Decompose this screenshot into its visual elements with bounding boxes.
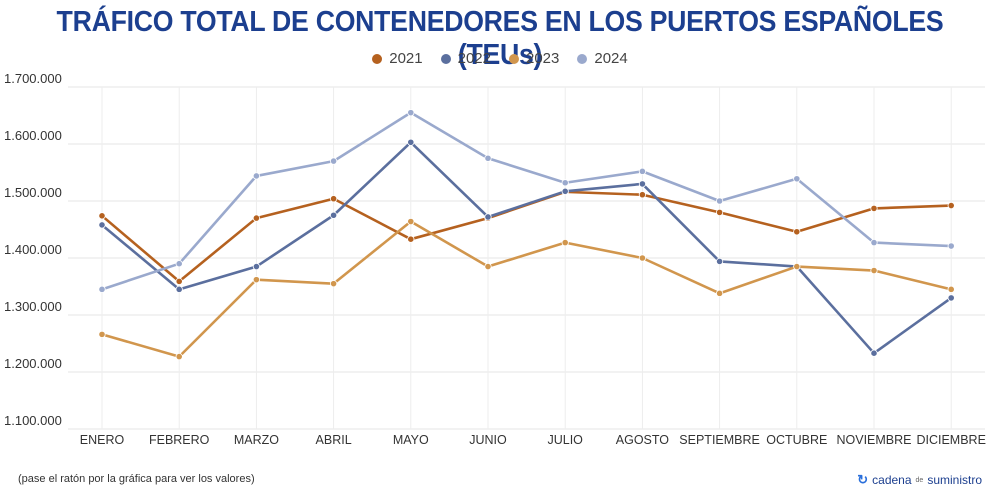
- x-tick-label: MAYO: [393, 433, 429, 447]
- data-point-2022: [175, 285, 183, 293]
- brand-icon: ↻: [857, 472, 869, 487]
- legend-item-2024[interactable]: 2024: [577, 50, 628, 67]
- data-point-2023: [870, 266, 878, 275]
- y-tick-label: 1.300.000: [4, 299, 62, 314]
- data-point-2023: [407, 217, 415, 226]
- legend-item-2021[interactable]: 2021: [372, 50, 423, 67]
- data-point-2024: [793, 175, 801, 183]
- data-point-2023: [484, 262, 492, 271]
- data-point-2024: [175, 260, 183, 268]
- x-tick-label: JUNIO: [469, 433, 507, 447]
- data-point-2023: [175, 353, 183, 361]
- data-point-2022: [870, 349, 878, 357]
- data-point-2022: [252, 262, 260, 271]
- data-point-2021: [715, 208, 724, 216]
- data-point-2021: [98, 212, 106, 220]
- x-tick-label: ABRIL: [316, 433, 352, 447]
- y-tick-label: 1.500.000: [4, 185, 62, 200]
- legend-dot-2021: [372, 53, 383, 64]
- data-point-2023: [715, 289, 724, 297]
- data-point-2023: [561, 239, 569, 247]
- data-point-2024: [870, 239, 878, 247]
- data-point-2024: [715, 197, 724, 205]
- hover-hint: (pase el ratón por la gráfica para ver l…: [18, 473, 255, 485]
- y-tick-label: 1.700.000: [4, 71, 62, 86]
- data-point-2024: [484, 154, 492, 162]
- data-point-2021: [407, 235, 415, 243]
- legend-label-2022: 2022: [457, 50, 491, 67]
- data-point-2024: [638, 167, 647, 175]
- x-tick-label: OCTUBRE: [766, 433, 827, 447]
- data-point-2022: [947, 294, 955, 302]
- legend-label-2023: 2023: [526, 50, 560, 67]
- series-line-2023: [100, 220, 953, 358]
- data-point-2023: [252, 276, 260, 284]
- legend-dot-2024: [577, 53, 588, 64]
- data-point-2024: [561, 179, 569, 187]
- data-point-2022: [638, 180, 647, 188]
- legend-label-2024: 2024: [594, 50, 628, 67]
- data-point-2022: [329, 211, 338, 219]
- data-point-2021: [175, 277, 183, 285]
- data-point-2024: [947, 242, 955, 250]
- data-point-2022: [561, 187, 569, 195]
- data-point-2023: [947, 285, 955, 293]
- x-tick-label: JULIO: [547, 433, 583, 447]
- data-point-2022: [407, 138, 415, 146]
- data-point-2021: [252, 214, 260, 222]
- data-point-2023: [329, 280, 338, 288]
- data-point-2023: [793, 262, 801, 271]
- data-point-2021: [638, 191, 647, 199]
- x-tick-label: SEPTIEMBRE: [679, 433, 760, 447]
- data-point-2022: [484, 213, 492, 221]
- data-point-2021: [870, 204, 878, 213]
- series-line-2024: [100, 111, 953, 291]
- y-tick-label: 1.200.000: [4, 356, 62, 371]
- legend-label-2021: 2021: [389, 50, 423, 67]
- data-point-2023: [638, 254, 647, 262]
- data-point-2024: [98, 285, 106, 293]
- data-point-2021: [947, 201, 955, 210]
- brand-mid: de: [915, 476, 924, 484]
- data-point-2022: [715, 257, 724, 266]
- x-tick-label: AGOSTO: [616, 433, 670, 447]
- data-point-2023: [98, 330, 106, 338]
- x-tick-label: ENERO: [80, 433, 125, 447]
- series-line-2022: [100, 140, 953, 355]
- y-tick-label: 1.400.000: [4, 242, 62, 257]
- data-point-2024: [407, 109, 415, 117]
- y-tick-label: 1.600.000: [4, 128, 62, 143]
- x-tick-label: DICIEMBRE: [916, 433, 985, 447]
- data-point-2021: [329, 195, 338, 203]
- legend-dot-2022: [440, 53, 451, 64]
- brand-left: cadena: [872, 473, 912, 487]
- legend-item-2022[interactable]: 2022: [440, 50, 491, 67]
- data-point-2024: [252, 172, 260, 180]
- legend: 2021 2022 2023 2024: [0, 50, 1000, 67]
- x-tick-label: NOVIEMBRE: [836, 433, 911, 447]
- legend-dot-2023: [509, 53, 519, 64]
- data-point-2024: [329, 157, 338, 165]
- chart-title: TRÁFICO TOTAL DE CONTENEDORES EN LOS PUE…: [56, 6, 944, 71]
- x-tick-label: FEBRERO: [149, 433, 210, 447]
- y-tick-label: 1.100.000: [4, 413, 62, 428]
- x-tick-label: MARZO: [234, 433, 279, 447]
- data-point-2022: [98, 221, 106, 229]
- brand-logo: ↻ cadena de suministro: [857, 472, 982, 488]
- legend-item-2023[interactable]: 2023: [509, 50, 559, 67]
- data-point-2021: [793, 228, 801, 236]
- brand-right: suministro: [927, 473, 982, 487]
